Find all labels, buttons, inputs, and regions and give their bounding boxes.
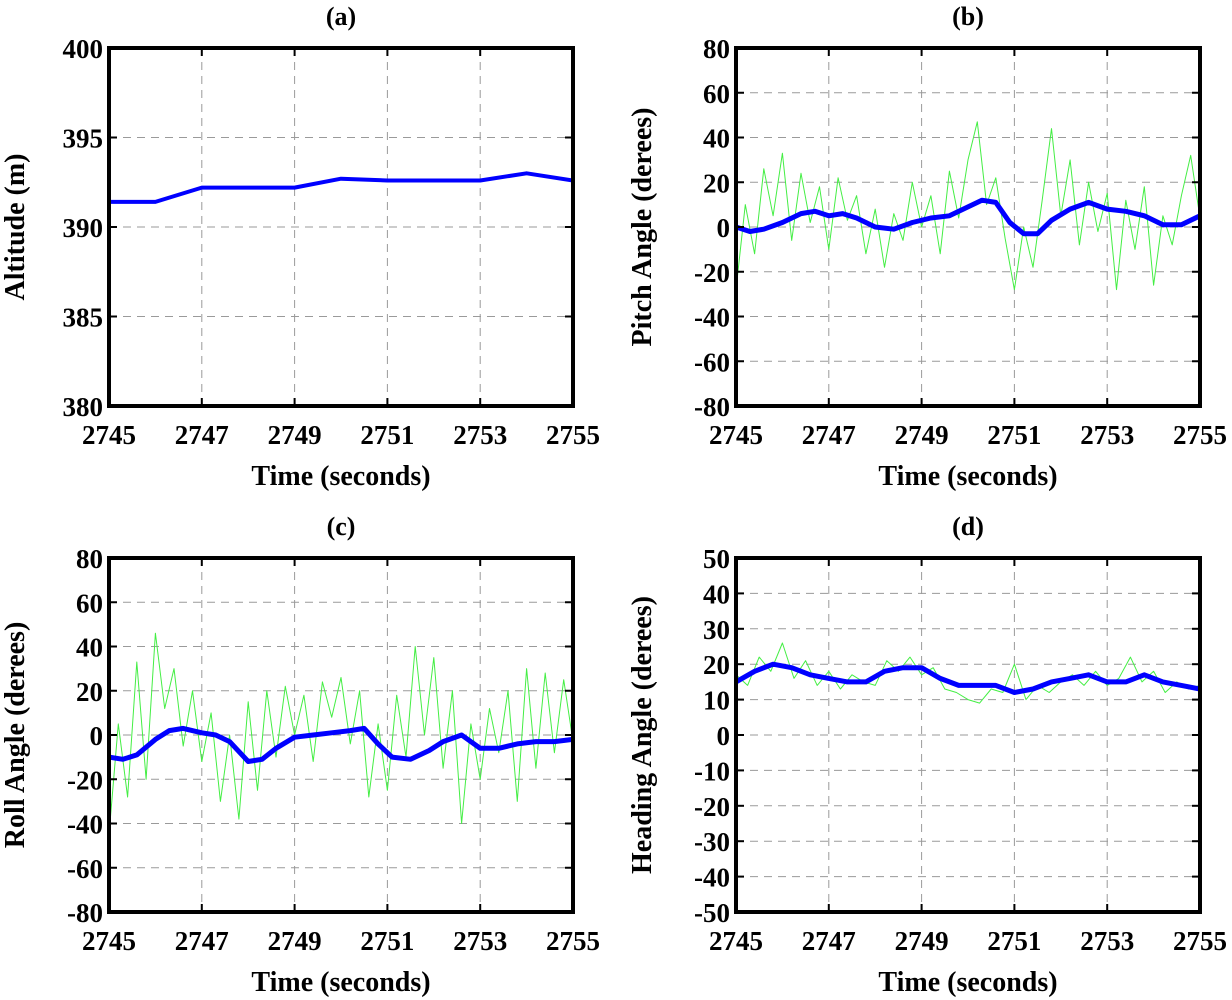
x-tick-label: 2747 bbox=[802, 420, 856, 450]
chart-panel-a: 2745 2747 2749 2751 2753 2755 380 385 390 395 400 (… bbox=[0, 2, 600, 492]
y-tick-label: 50 bbox=[703, 544, 730, 574]
chart-panel-c: 2745 2747 2749 2751 2753 2755 -80 -60 -40 -20 0 20 4… bbox=[0, 512, 600, 998]
y-tick-label: -80 bbox=[694, 392, 730, 422]
y-tick-label: 30 bbox=[703, 615, 730, 645]
y-tick-label: -40 bbox=[67, 810, 103, 840]
x-tick-label: 2751 bbox=[987, 926, 1041, 956]
x-tick-label: 2753 bbox=[453, 420, 507, 450]
x-tick-label: 2755 bbox=[546, 926, 600, 956]
series-line-smoothed bbox=[736, 197, 1200, 237]
x-tick-label: 2749 bbox=[895, 926, 949, 956]
chart-title: (a) bbox=[326, 2, 356, 31]
chart-panel-d: 2745 2747 2749 2751 2753 2755 -50 -40 -30 -20 -10 0… bbox=[627, 512, 1227, 998]
y-tick-label: 0 bbox=[717, 721, 731, 751]
y-tick-label: -40 bbox=[694, 863, 730, 893]
x-tick-label: 2747 bbox=[802, 926, 856, 956]
series-line-smoothed bbox=[109, 725, 573, 764]
x-tick-label: 2745 bbox=[82, 926, 136, 956]
y-tick-label: 40 bbox=[703, 124, 730, 154]
x-tick-label: 2745 bbox=[82, 420, 136, 450]
x-tick-label: 2745 bbox=[709, 926, 763, 956]
y-tick-label: 380 bbox=[63, 392, 104, 422]
y-tick-label: 400 bbox=[63, 34, 104, 64]
y-axis-label: Altitude (m) bbox=[0, 154, 31, 301]
series-line-altitude bbox=[109, 171, 573, 204]
x-axis-label: Time (seconds) bbox=[251, 967, 430, 998]
x-tick-label: 2751 bbox=[360, 926, 414, 956]
x-tick-label: 2747 bbox=[175, 420, 229, 450]
y-tick-label: -20 bbox=[694, 258, 730, 288]
x-tick-label: 2745 bbox=[709, 420, 763, 450]
y-tick-label: 0 bbox=[90, 721, 104, 751]
x-tick-label: 2753 bbox=[453, 926, 507, 956]
x-axis-label: Time (seconds) bbox=[251, 461, 430, 492]
y-tick-label: 60 bbox=[76, 588, 103, 618]
y-tick-label: -60 bbox=[67, 854, 103, 884]
x-tick-label: 2753 bbox=[1080, 926, 1134, 956]
y-tick-label: 40 bbox=[76, 633, 103, 663]
y-tick-label: -40 bbox=[694, 303, 730, 333]
y-tick-label: -80 bbox=[67, 898, 103, 928]
y-tick-label: 385 bbox=[63, 303, 104, 333]
y-tick-label: 80 bbox=[76, 544, 103, 574]
y-tick-label: -30 bbox=[694, 827, 730, 857]
y-axis-label: Heading Angle (derees) bbox=[627, 596, 658, 874]
y-tick-label: 40 bbox=[703, 579, 730, 609]
x-tick-label: 2749 bbox=[268, 926, 322, 956]
chart-title: (c) bbox=[327, 512, 356, 541]
y-tick-label: 10 bbox=[703, 686, 730, 716]
y-tick-label: 60 bbox=[703, 79, 730, 109]
x-tick-label: 2753 bbox=[1080, 420, 1134, 450]
x-tick-label: 2751 bbox=[360, 420, 414, 450]
series-line-smoothed bbox=[736, 661, 1200, 695]
chart-title: (d) bbox=[952, 512, 984, 541]
y-axis-label: Roll Angle (derees) bbox=[0, 622, 31, 849]
y-tick-label: 20 bbox=[703, 168, 730, 198]
y-tick-label: -60 bbox=[694, 347, 730, 377]
y-axis-label: Pitch Angle (derees) bbox=[627, 108, 658, 347]
x-tick-label: 2749 bbox=[895, 420, 949, 450]
y-tick-label: -50 bbox=[694, 898, 730, 928]
chart-panel-b: 2745 2747 2749 2751 2753 2755 -80 -60 -40 -20 0 20 4… bbox=[627, 2, 1227, 492]
x-axis-label: Time (seconds) bbox=[878, 967, 1057, 998]
x-axis-label: Time (seconds) bbox=[878, 461, 1057, 492]
y-tick-label: -10 bbox=[694, 756, 730, 786]
x-tick-label: 2755 bbox=[1173, 926, 1227, 956]
y-tick-label: 390 bbox=[63, 213, 104, 243]
y-tick-label: 20 bbox=[76, 677, 103, 707]
chart-title: (b) bbox=[952, 2, 984, 31]
y-tick-label: -20 bbox=[694, 792, 730, 822]
y-tick-label: -20 bbox=[67, 765, 103, 795]
x-tick-label: 2749 bbox=[268, 420, 322, 450]
y-tick-label: 80 bbox=[703, 34, 730, 64]
y-tick-label: 20 bbox=[703, 650, 730, 680]
y-tick-label: 0 bbox=[717, 213, 731, 243]
y-tick-label: 395 bbox=[63, 124, 104, 154]
x-tick-label: 2755 bbox=[1173, 420, 1227, 450]
x-tick-label: 2755 bbox=[546, 420, 600, 450]
x-tick-label: 2747 bbox=[175, 926, 229, 956]
x-tick-label: 2751 bbox=[987, 420, 1041, 450]
